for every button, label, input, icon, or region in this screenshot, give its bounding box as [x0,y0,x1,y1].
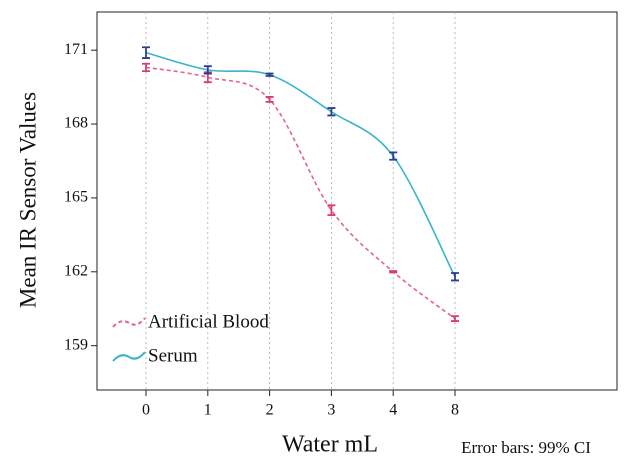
y-axis-label: Mean IR Sensor Values [15,92,40,308]
legend-swatch [112,317,146,328]
error-bar [451,272,459,282]
error-bar [451,315,459,322]
note: Error bars: 99% CI [461,438,591,457]
x-tick-label: 0 [142,402,150,419]
y-tick-label: 171 [64,41,88,58]
error-bar [327,204,336,217]
x-axis-label: Water mL [282,432,378,458]
error-bar [389,270,398,274]
error-bar [327,107,336,117]
error-bar [142,46,150,59]
y-tick-label: 168 [64,115,88,132]
error-bar [265,96,274,103]
x-tick-label: 4 [389,402,397,419]
x-tick-label: 3 [327,402,335,419]
series-line [145,66,456,320]
error-bar [203,65,212,75]
error-bar [142,62,150,73]
error-bar [265,72,274,77]
y-tick-label: 159 [64,336,88,353]
x-tick-label: 1 [204,402,212,419]
x-tick-label: 8 [451,402,459,419]
series-line [145,51,456,278]
x-tick-label: 2 [266,402,274,419]
legend-label: Artificial Blood [148,311,269,332]
y-tick-label: 165 [64,189,88,206]
y-tick-label: 162 [64,262,88,279]
legend-label: Serum [148,345,198,366]
plot-frame [96,11,618,391]
legend-swatch [112,351,146,362]
error-bar [389,151,398,161]
